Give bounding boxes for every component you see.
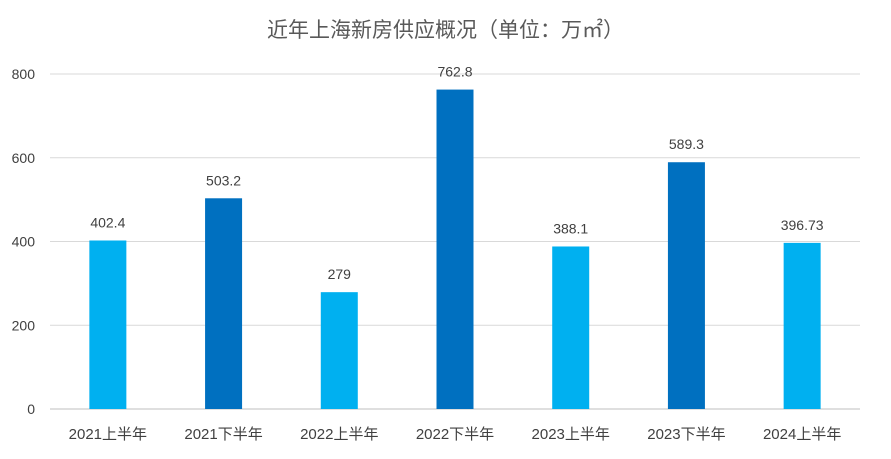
data-label: 396.73 (781, 217, 824, 233)
x-tick-label: 2023下半年 (647, 426, 725, 443)
data-label: 402.4 (90, 214, 125, 230)
bar (320, 292, 358, 409)
x-tick-label: 2023上半年 (532, 426, 610, 443)
data-label: 388.1 (553, 220, 588, 236)
data-label: 589.3 (669, 136, 704, 152)
bar (205, 198, 243, 409)
bar (783, 242, 821, 409)
x-tick-label: 2022上半年 (300, 426, 378, 443)
y-tick-label: 200 (12, 317, 36, 333)
y-tick-label: 800 (12, 66, 36, 82)
y-tick-label: 600 (12, 150, 36, 166)
x-tick-label: 2024上半年 (763, 426, 841, 443)
y-tick-label: 400 (12, 234, 36, 250)
x-tick-label: 2021下半年 (184, 426, 262, 443)
data-label: 279 (328, 266, 352, 282)
bar (667, 162, 705, 409)
bar (89, 240, 127, 409)
chart-title: 近年上海新房供应概况（单位：万㎡） (267, 18, 624, 42)
bar (552, 246, 590, 409)
data-label: 762.8 (437, 64, 472, 80)
x-tick-label: 2021上半年 (69, 426, 147, 443)
data-label: 503.2 (206, 172, 241, 188)
x-tick-label: 2022下半年 (416, 426, 494, 443)
bar (436, 89, 474, 409)
y-tick-label: 0 (27, 401, 35, 417)
